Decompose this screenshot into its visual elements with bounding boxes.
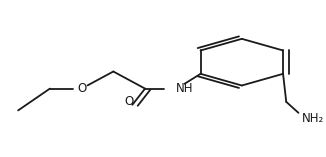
- Text: O: O: [125, 95, 134, 108]
- Text: O: O: [77, 82, 86, 95]
- Text: NH₂: NH₂: [302, 112, 324, 125]
- Text: NH: NH: [176, 82, 193, 95]
